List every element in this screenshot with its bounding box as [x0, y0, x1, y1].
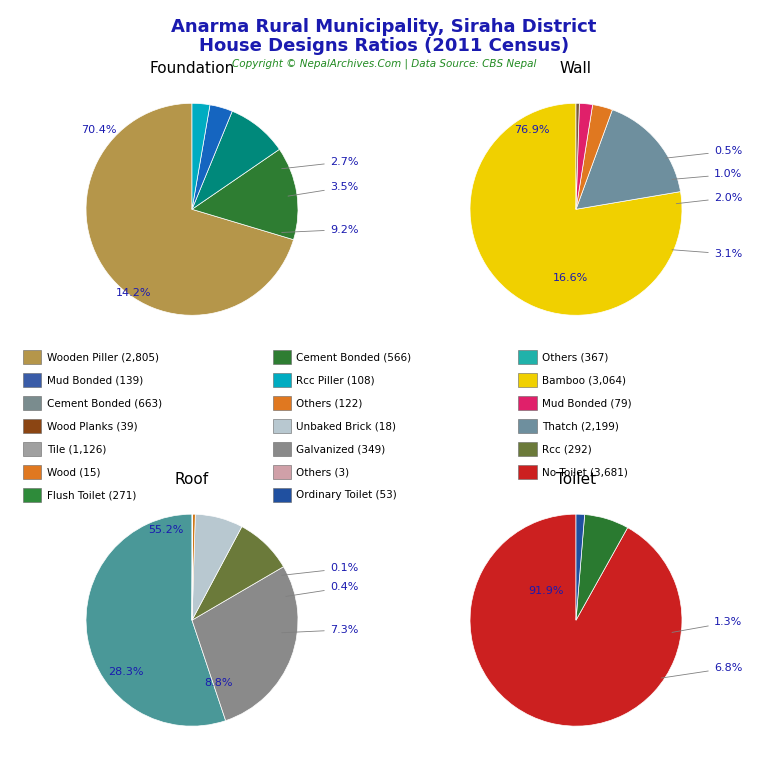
- Text: 70.4%: 70.4%: [81, 125, 117, 135]
- Wedge shape: [470, 103, 682, 315]
- Wedge shape: [192, 111, 280, 209]
- Wedge shape: [192, 103, 210, 209]
- Text: 16.6%: 16.6%: [553, 273, 588, 283]
- Wedge shape: [192, 567, 298, 720]
- Text: 3.1%: 3.1%: [672, 249, 742, 259]
- Title: Wall: Wall: [560, 61, 592, 75]
- Text: Cement Bonded (663): Cement Bonded (663): [47, 398, 162, 409]
- Text: Bamboo (3,064): Bamboo (3,064): [542, 375, 626, 386]
- Text: Wood (15): Wood (15): [47, 467, 101, 478]
- Text: 0.4%: 0.4%: [286, 582, 358, 597]
- Text: 14.2%: 14.2%: [116, 288, 151, 298]
- Text: 2.7%: 2.7%: [282, 157, 359, 169]
- Title: Roof: Roof: [175, 472, 209, 486]
- Text: Cement Bonded (566): Cement Bonded (566): [296, 352, 412, 362]
- Text: Mud Bonded (139): Mud Bonded (139): [47, 375, 143, 386]
- Text: Galvanized (349): Galvanized (349): [296, 444, 386, 455]
- Text: Rcc Piller (108): Rcc Piller (108): [296, 375, 375, 386]
- Text: 0.1%: 0.1%: [282, 564, 358, 575]
- Wedge shape: [192, 527, 283, 621]
- Text: Unbaked Brick (18): Unbaked Brick (18): [296, 421, 396, 432]
- Text: 76.9%: 76.9%: [514, 125, 549, 135]
- Text: Others (122): Others (122): [296, 398, 362, 409]
- Text: House Designs Ratios (2011 Census): House Designs Ratios (2011 Census): [199, 37, 569, 55]
- Wedge shape: [86, 515, 226, 726]
- Text: No Toilet (3,681): No Toilet (3,681): [542, 467, 628, 478]
- Wedge shape: [192, 515, 242, 621]
- Text: 6.8%: 6.8%: [661, 663, 742, 678]
- Wedge shape: [576, 515, 627, 621]
- Text: Others (367): Others (367): [542, 352, 608, 362]
- Wedge shape: [192, 515, 195, 621]
- Text: 7.3%: 7.3%: [282, 625, 358, 635]
- Text: Copyright © NepalArchives.Com | Data Source: CBS Nepal: Copyright © NepalArchives.Com | Data Sou…: [232, 58, 536, 69]
- Text: Flush Toilet (271): Flush Toilet (271): [47, 490, 136, 501]
- Text: 8.8%: 8.8%: [204, 678, 233, 688]
- Text: 2.0%: 2.0%: [677, 193, 742, 204]
- Wedge shape: [576, 104, 593, 209]
- Wedge shape: [576, 104, 612, 209]
- Wedge shape: [576, 103, 579, 209]
- Text: 0.5%: 0.5%: [666, 146, 742, 158]
- Text: Tile (1,126): Tile (1,126): [47, 444, 106, 455]
- Wedge shape: [576, 110, 680, 209]
- Title: Foundation: Foundation: [149, 61, 235, 75]
- Text: 3.5%: 3.5%: [288, 182, 358, 196]
- Text: Wooden Piller (2,805): Wooden Piller (2,805): [47, 352, 159, 362]
- Text: Ordinary Toilet (53): Ordinary Toilet (53): [296, 490, 397, 501]
- Text: 91.9%: 91.9%: [528, 586, 564, 596]
- Text: Wood Planks (39): Wood Planks (39): [47, 421, 137, 432]
- Text: Anarma Rural Municipality, Siraha District: Anarma Rural Municipality, Siraha Distri…: [171, 18, 597, 35]
- Text: Mud Bonded (79): Mud Bonded (79): [542, 398, 632, 409]
- Text: 55.2%: 55.2%: [147, 525, 184, 535]
- Text: Rcc (292): Rcc (292): [542, 444, 592, 455]
- Wedge shape: [576, 515, 584, 621]
- Text: 9.2%: 9.2%: [282, 224, 359, 234]
- Wedge shape: [470, 515, 682, 726]
- Wedge shape: [192, 149, 298, 240]
- Title: Toilet: Toilet: [556, 472, 596, 486]
- Text: Others (3): Others (3): [296, 467, 349, 478]
- Text: 1.3%: 1.3%: [672, 617, 742, 632]
- Wedge shape: [192, 104, 232, 209]
- Text: 1.0%: 1.0%: [672, 170, 742, 180]
- Text: 28.3%: 28.3%: [108, 667, 144, 677]
- Wedge shape: [86, 103, 293, 315]
- Text: Thatch (2,199): Thatch (2,199): [542, 421, 619, 432]
